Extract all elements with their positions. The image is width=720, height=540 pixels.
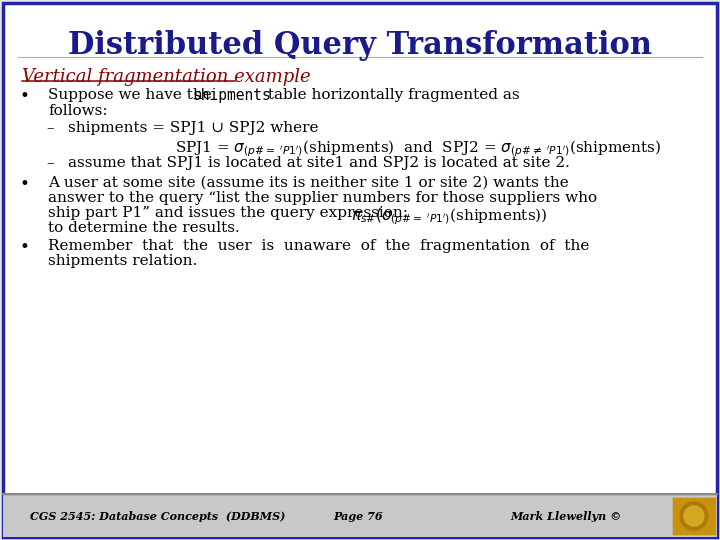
- Text: shipments relation.: shipments relation.: [48, 254, 197, 268]
- Text: shipments = SPJ1 ∪ SPJ2 where: shipments = SPJ1 ∪ SPJ2 where: [68, 121, 318, 135]
- Text: SPJ1 = $\sigma_{(p\#=\;'P1')}$(shipments)  and  SPJ2 = $\sigma_{(p\#\neq\;'P1')}: SPJ1 = $\sigma_{(p\#=\;'P1')}$(shipments…: [175, 138, 662, 159]
- Text: Remember  that  the  user  is  unaware  of  the  fragmentation  of  the: Remember that the user is unaware of the…: [48, 239, 590, 253]
- Circle shape: [680, 502, 708, 530]
- FancyBboxPatch shape: [3, 494, 717, 537]
- Text: Distributed Query Transformation: Distributed Query Transformation: [68, 30, 652, 61]
- Text: Vertical fragmentation example: Vertical fragmentation example: [22, 68, 310, 86]
- FancyBboxPatch shape: [3, 3, 717, 537]
- Text: table horizontally fragmented as: table horizontally fragmented as: [263, 88, 520, 102]
- Text: Mark Llewellyn ©: Mark Llewellyn ©: [510, 510, 621, 522]
- Text: shipments: shipments: [193, 88, 271, 103]
- Text: ship part P1” and issues the query expression:: ship part P1” and issues the query expre…: [48, 206, 418, 220]
- Text: answer to the query “list the supplier numbers for those suppliers who: answer to the query “list the supplier n…: [48, 191, 597, 205]
- Text: •: •: [20, 88, 30, 105]
- Text: to determine the results.: to determine the results.: [48, 221, 240, 235]
- Text: Suppose we have the: Suppose we have the: [48, 88, 217, 102]
- Text: •: •: [20, 176, 30, 193]
- Text: A user at some site (assume its is neither site 1 or site 2) wants the: A user at some site (assume its is neith…: [48, 176, 569, 190]
- Text: $\pi_{s\#}(\sigma_{(p\#=\;'P1')}$(shipments)): $\pi_{s\#}(\sigma_{(p\#=\;'P1')}$(shipme…: [351, 206, 548, 227]
- Text: Page 76: Page 76: [333, 510, 383, 522]
- Text: •: •: [20, 239, 30, 256]
- Text: CGS 2545: Database Concepts  (DDBMS): CGS 2545: Database Concepts (DDBMS): [30, 510, 285, 522]
- Circle shape: [684, 506, 704, 526]
- Text: follows:: follows:: [48, 104, 107, 118]
- Text: –: –: [46, 156, 53, 170]
- Text: assume that SPJ1 is located at site1 and SPJ2 is located at site 2.: assume that SPJ1 is located at site1 and…: [68, 156, 570, 170]
- Text: –: –: [46, 121, 53, 135]
- FancyBboxPatch shape: [672, 497, 716, 535]
